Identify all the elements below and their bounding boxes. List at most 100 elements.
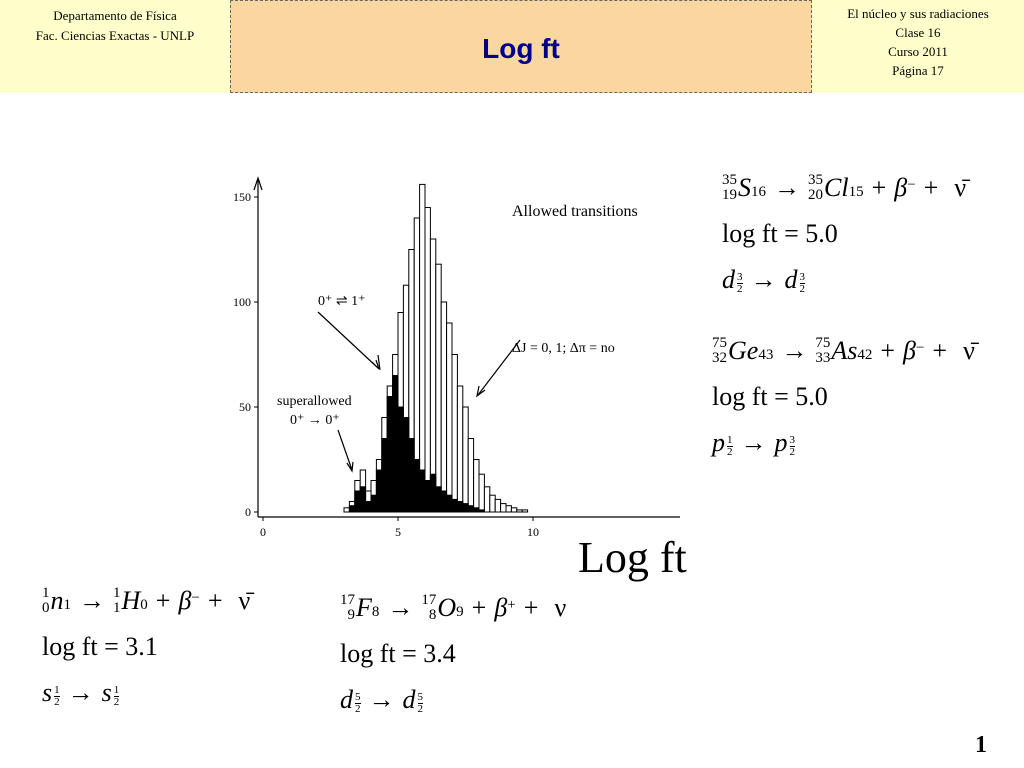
operator: ν [554,593,567,622]
operator: + [523,593,539,622]
histogram-bar [375,469,383,513]
symbol: H [121,586,141,615]
log-ft-text: log ft = 5.0 [722,219,838,248]
mass-number: 35 [808,172,823,188]
header-right: El núcleo y sus radiaciones Clase 16 Curso… [812,0,1024,93]
operator: + [923,173,939,202]
formula-block: 1 0 n 1 → 1 1 H 0 + β − + ν̄ log ft = 3.1 s 1 2 → s 1 2 [42,578,258,716]
y-tick-label: 100 [233,295,251,309]
histogram-bar [516,509,523,513]
operator: + [471,593,487,622]
header-text: Clase 16 [895,25,941,40]
operator: → [387,593,414,622]
histogram-bar [478,473,485,513]
isotope-numbers: 35 19 [722,173,737,203]
operator: + [155,586,171,615]
denominator: 2 [737,283,743,295]
transition: d 5 2 → d 5 2 [340,677,574,723]
symbol: d [340,685,353,714]
symbol: p [712,428,725,457]
symbol: d [402,685,416,714]
arrow [377,354,381,371]
histogram-bar [397,406,404,513]
denominator: 2 [113,696,120,708]
histogram-bar [521,509,529,513]
operator: → [368,685,395,714]
numerator: 1 [727,434,733,447]
formula-block: 75 32 Ge 43 → 75 33 As 42 + β − + ν̄ log ft = 5.0 p 1 2 → p… [712,328,983,466]
neutron-number: 42 [857,347,873,363]
log-ft: log ft = 3.4 [340,631,574,677]
operator: + [932,336,948,365]
numerator: 5 [417,691,423,704]
neutron-number: 0 [140,597,148,613]
legend-text: Allowed transitions [512,203,638,220]
histogram-bar [419,469,426,513]
symbol: d [722,265,735,294]
y-tick-label: 50 [239,400,251,414]
neutron-number: 43 [758,347,774,363]
symbol: d [784,265,798,294]
histogram-bar [494,498,502,513]
reaction: 35 19 S 16 → 35 20 Cl 15 + β − + ν̄ [722,165,974,211]
histogram-bar [451,354,458,513]
histogram-bar [467,438,475,513]
mass-number: 17 [340,592,355,608]
isotope-numbers: 75 33 [815,336,830,366]
mass-number: 1 [113,585,121,601]
x-tick-label: 0 [260,525,266,539]
charge: − [907,177,916,193]
histogram-bar [467,505,475,513]
log-ft-text: log ft = 3.4 [340,639,456,668]
numerator: 3 [789,434,795,447]
x-tick-label: 10 [527,525,539,539]
slide-title: Log ft [230,0,812,93]
term: 75 33 As 42 [815,336,872,366]
neutron-number: 1 [63,597,72,613]
histogram-bar [386,396,394,513]
isotope-numbers: 35 20 [808,173,823,203]
mass-number: 75 [712,335,727,351]
term: 35 19 S 16 [722,173,766,203]
symbol: F [356,593,372,622]
term: 17 8 O 9 [421,593,463,623]
transition: p 1 2 → p 3 2 [712,420,983,466]
histogram-bar [343,507,350,513]
operator: → [774,173,800,202]
header-left: Departamento de Física Fac. Ciencias Exac… [0,0,230,93]
histogram-bar [473,459,480,513]
term: 17 9 F 8 [340,593,379,623]
mass-number: 17 [421,592,437,608]
operator: → [781,336,808,365]
operator: → [67,678,94,707]
histogram-bar [429,238,437,513]
atomic-number: 0 [42,600,50,616]
log-ft-text: log ft = 3.1 [42,632,158,661]
histogram-bar [419,183,426,513]
histogram-bar [446,322,453,513]
histogram-bar [424,480,431,513]
log-ft-text: log ft = 5.0 [712,382,828,411]
atomic-number: 8 [428,607,437,623]
symbol: β [903,336,916,365]
denominator: 2 [727,446,733,458]
isotope-numbers: 75 32 [712,336,727,366]
numerator: 3 [737,271,743,284]
histogram-bar [456,385,464,513]
atomic-number: 19 [722,187,737,203]
charge: − [915,340,925,356]
symbol: p [774,428,788,457]
operator: → [740,428,767,457]
